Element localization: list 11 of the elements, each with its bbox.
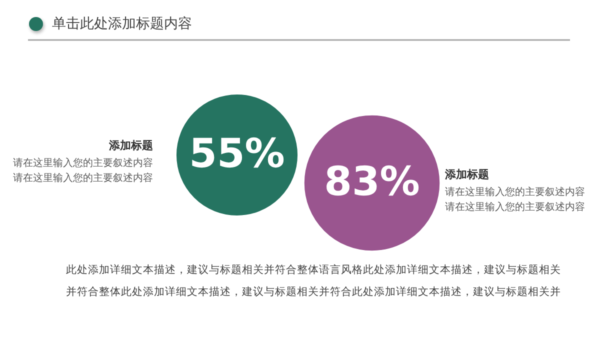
data-label: 55% bbox=[189, 131, 285, 177]
text: 请在这里输入您的主要叙述内容 bbox=[13, 157, 153, 169]
category-label: 添加标题 bbox=[108, 139, 153, 152]
text: 单击此处添加标题内容 bbox=[52, 16, 192, 32]
text: 并符合整体此处添加详细文本描述，建议与标题相关并符合此处添加详细文本描述，建议与标题相关并 bbox=[66, 285, 561, 298]
category-label: 添加标题 bbox=[444, 168, 489, 181]
text: 请在这里输入您的主要叙述内容 bbox=[13, 172, 153, 184]
text: 请在这里输入您的主要叙述内容 bbox=[445, 201, 585, 213]
data-label: 83% bbox=[324, 159, 420, 205]
text: 此处添加详细文本描述，建议与标题相关并符合整体语言风格此处添加详细文本描述，建议与标题相关 bbox=[66, 263, 561, 276]
text: 请在这里输入您的主要叙述内容 bbox=[445, 186, 585, 198]
